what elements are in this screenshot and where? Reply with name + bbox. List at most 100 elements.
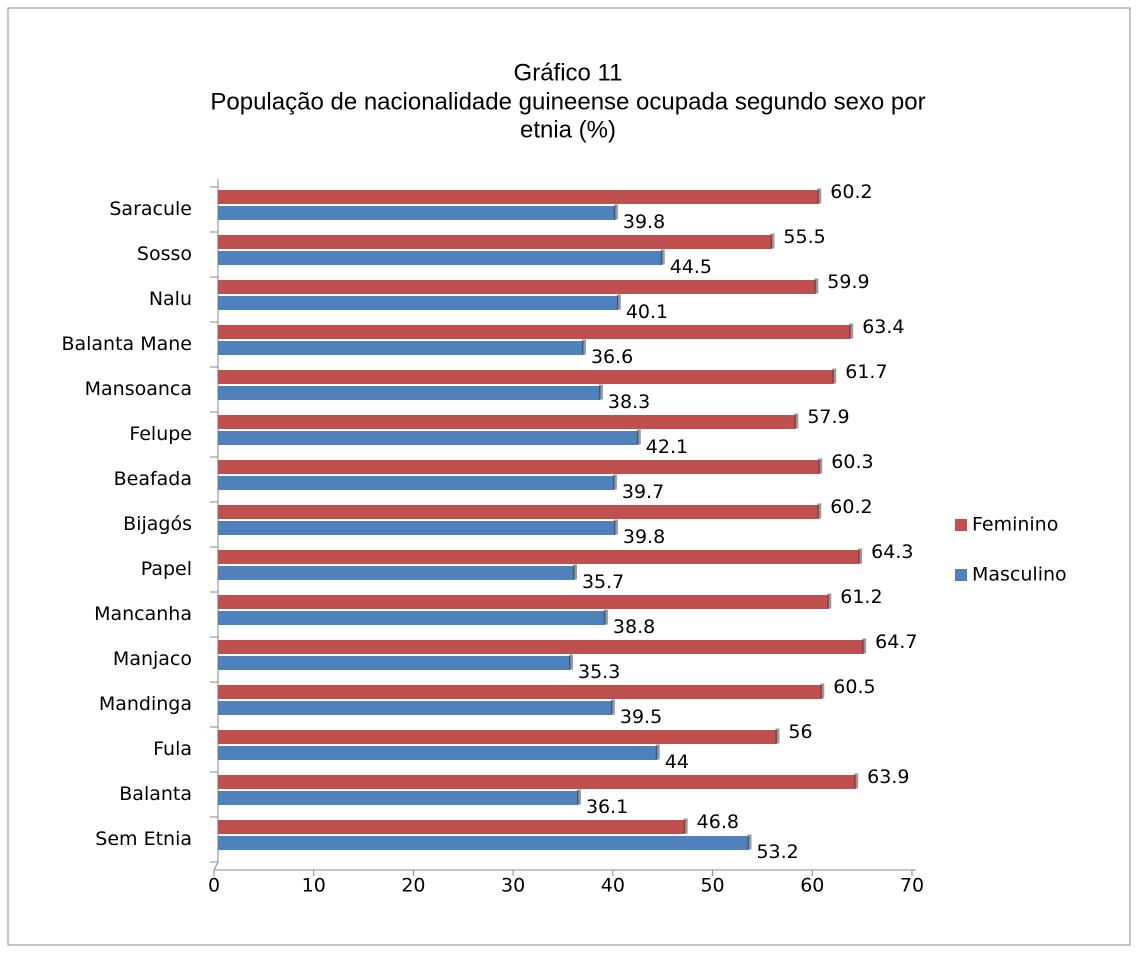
bar-cap [612,474,617,490]
data-label: 56 [788,721,812,743]
bar [217,190,819,204]
bar-cap [862,638,867,654]
bar [217,701,613,715]
bar [217,566,575,580]
bar [217,820,686,834]
data-label: 35.3 [578,661,620,683]
data-label: 63.4 [862,316,904,338]
data-label: 39.8 [623,526,665,548]
bar [217,521,616,535]
data-label: 64.7 [875,631,917,653]
data-label: 42.1 [646,436,688,458]
bar [217,415,796,429]
data-label: 46.8 [697,811,739,833]
bar [217,746,658,760]
data-label: 44.5 [670,256,712,278]
data-label: 61.7 [845,361,887,383]
bar-cap [747,834,752,850]
bar-cap [603,609,608,625]
bar [217,476,615,490]
bar-cap [827,593,832,609]
y-tick-label: Sosso [137,243,192,265]
data-label: 60.3 [831,451,873,473]
data-label: 38.8 [613,616,655,638]
y-tick-label: Bijagós [123,513,192,535]
bar [217,611,606,625]
bar [217,505,819,519]
bar-cap [613,204,618,220]
y-tick-label: Beafada [114,468,192,490]
y-tick-label: Felupe [129,423,192,445]
bar [217,431,639,445]
bar [217,791,579,805]
x-tick-label: 40 [601,875,625,897]
data-label: 44 [665,751,689,773]
bar-cap [610,699,615,715]
data-label: 63.9 [867,766,909,788]
data-label: 55.5 [783,226,825,248]
bar-cap [794,413,799,429]
bar-cap [655,744,660,760]
y-tick-label: Mandinga [99,693,192,715]
data-label: 36.1 [586,796,628,818]
bar [217,341,584,355]
data-label: 60.2 [830,496,872,518]
bar [217,595,829,609]
bar-cap [814,278,819,294]
chart-title: População de nacionalidade guineense ocu… [210,88,925,115]
x-tick-label: 0 [208,875,220,897]
bar-cap [775,728,780,744]
bar-cap [854,773,859,789]
bar-cap [817,188,822,204]
bar-cap [576,789,581,805]
y-tick-label: Sem Etnia [95,828,192,850]
data-label: 64.3 [871,541,913,563]
bar [217,325,851,339]
bar [217,296,619,310]
chart-title: Gráfico 11 [514,59,623,86]
bar-cap [581,339,586,355]
bar-cap [613,519,618,535]
legend-swatch [955,569,967,581]
bar-cap [818,458,823,474]
data-label: 59.9 [827,271,869,293]
legend-label: Feminino [972,514,1058,536]
data-label: 60.5 [833,676,875,698]
bar-cap [636,429,641,445]
bar [217,836,749,850]
axis-floor [213,861,219,871]
y-tick-label: Papel [141,558,192,580]
y-tick-label: Nalu [149,288,192,310]
x-tick-label: 70 [900,875,924,897]
y-tick-label: Mansoanca [85,378,192,400]
y-tick-label: Saracule [109,198,192,220]
data-label: 39.5 [620,706,662,728]
bar [217,685,822,699]
data-label: 60.2 [830,181,872,203]
bar-cap [572,564,577,580]
x-tick-label: 30 [501,875,525,897]
bar-cap [858,548,863,564]
bar [217,280,816,294]
data-label: 36.6 [591,346,633,368]
bar [217,460,820,474]
chart-title: etnia (%) [520,116,616,143]
data-label: 39.8 [623,211,665,233]
bar-cap [660,249,665,265]
bar [217,251,663,265]
data-label: 38.3 [608,391,650,413]
y-tick-label: Mancanha [94,603,192,625]
data-label: 53.2 [756,841,798,863]
y-tick-label: Fula [153,738,192,760]
bar-cap [568,654,573,670]
data-label: 35.7 [582,571,624,593]
bar-cap [683,818,688,834]
y-tick-label: Balanta Mane [61,333,192,355]
legend-label: Masculino [972,564,1067,586]
bar-cap [820,683,825,699]
bar-cap [832,368,837,384]
bar [217,235,772,249]
y-tick-label: Balanta [119,783,192,805]
bar-cap [817,503,822,519]
bar-cap [616,294,621,310]
